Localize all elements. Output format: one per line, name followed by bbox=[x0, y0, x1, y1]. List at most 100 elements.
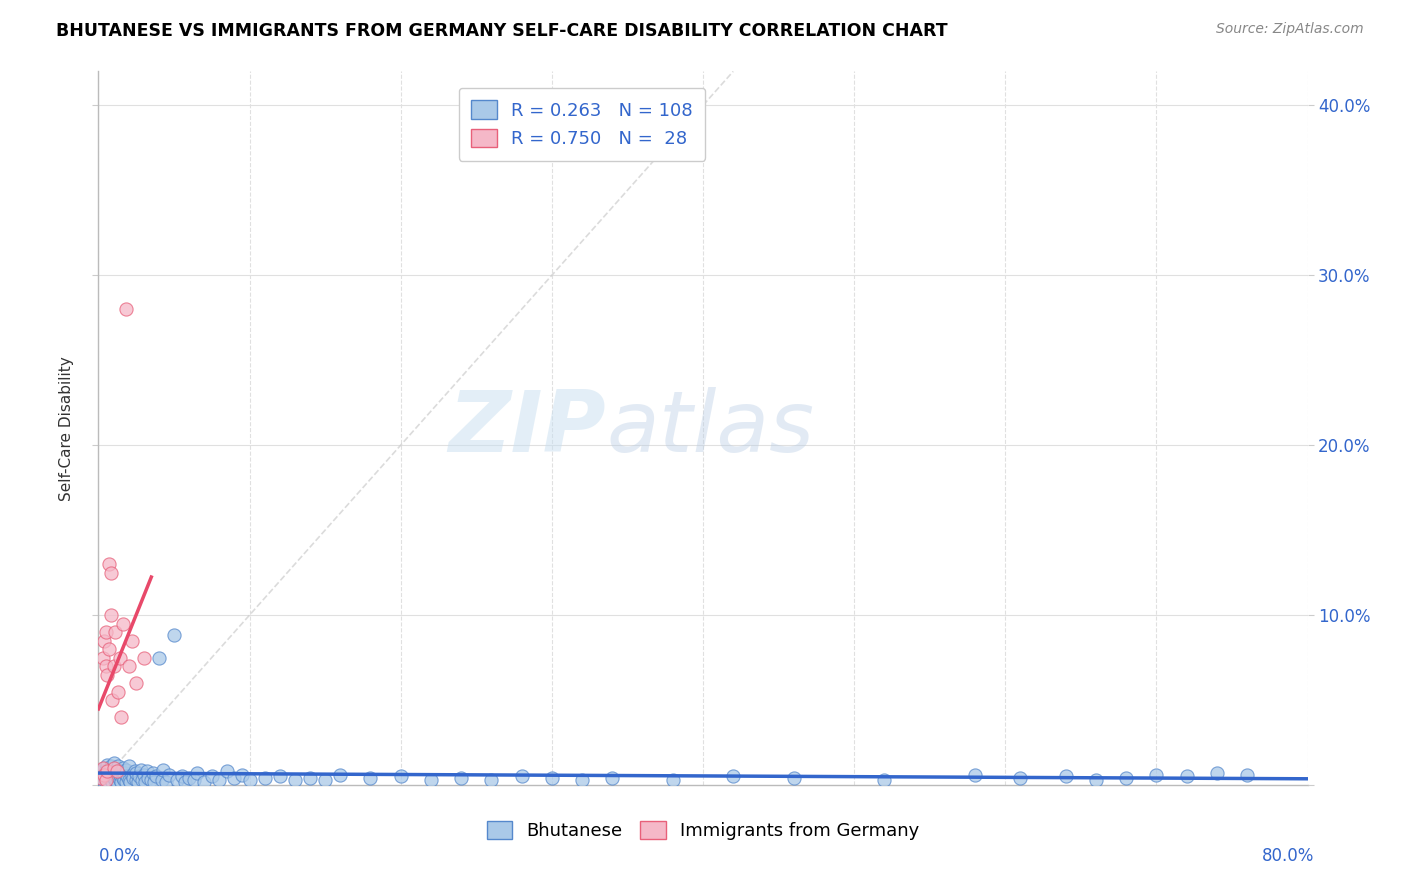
Point bbox=[142, 766, 165, 780]
Point bbox=[100, 759, 122, 773]
Point bbox=[159, 768, 181, 782]
Point bbox=[1175, 769, 1198, 783]
Point bbox=[239, 772, 262, 787]
Point bbox=[94, 766, 117, 780]
Point bbox=[135, 764, 157, 779]
Point bbox=[108, 650, 131, 665]
Point bbox=[1236, 768, 1258, 782]
Point bbox=[107, 684, 129, 698]
Point bbox=[114, 774, 136, 789]
Point bbox=[107, 763, 129, 777]
Point bbox=[105, 769, 128, 783]
Point bbox=[155, 774, 177, 789]
Point bbox=[96, 667, 118, 681]
Point bbox=[170, 769, 193, 783]
Point bbox=[124, 764, 146, 779]
Point bbox=[91, 772, 114, 787]
Point bbox=[450, 771, 472, 785]
Point bbox=[93, 761, 115, 775]
Point bbox=[107, 759, 129, 773]
Point bbox=[173, 774, 195, 789]
Point bbox=[104, 772, 127, 787]
Point bbox=[183, 772, 205, 787]
Point bbox=[103, 764, 125, 779]
Point bbox=[284, 772, 307, 787]
Point bbox=[141, 772, 163, 787]
Point bbox=[101, 693, 124, 707]
Point bbox=[90, 769, 112, 783]
Point bbox=[112, 772, 135, 787]
Point bbox=[208, 772, 231, 787]
Point bbox=[122, 771, 145, 785]
Point bbox=[152, 763, 174, 777]
Text: ZIP: ZIP bbox=[449, 386, 606, 470]
Point bbox=[148, 650, 170, 665]
Point bbox=[179, 771, 201, 785]
Point bbox=[90, 771, 112, 785]
Point bbox=[98, 557, 121, 571]
Point bbox=[224, 771, 246, 785]
Point bbox=[103, 761, 125, 775]
Point bbox=[96, 772, 118, 787]
Point bbox=[112, 766, 135, 780]
Point bbox=[420, 772, 443, 787]
Point bbox=[110, 774, 132, 789]
Point bbox=[101, 768, 124, 782]
Point bbox=[96, 757, 118, 772]
Point bbox=[1144, 768, 1167, 782]
Point bbox=[136, 771, 159, 785]
Point bbox=[91, 764, 114, 779]
Point bbox=[360, 771, 382, 785]
Point bbox=[873, 772, 896, 787]
Point bbox=[100, 566, 122, 580]
Point bbox=[94, 772, 117, 787]
Point bbox=[127, 774, 149, 789]
Point bbox=[118, 772, 141, 787]
Point bbox=[120, 774, 142, 789]
Text: atlas: atlas bbox=[606, 386, 814, 470]
Point bbox=[100, 608, 122, 623]
Point bbox=[125, 676, 148, 690]
Point bbox=[269, 769, 291, 783]
Point bbox=[111, 616, 134, 631]
Point bbox=[111, 771, 134, 785]
Point bbox=[110, 710, 132, 724]
Point bbox=[299, 771, 322, 785]
Point bbox=[125, 772, 148, 787]
Point bbox=[134, 774, 156, 789]
Point bbox=[91, 650, 114, 665]
Point bbox=[150, 772, 173, 787]
Point bbox=[96, 764, 118, 779]
Point bbox=[93, 768, 115, 782]
Point bbox=[571, 772, 593, 787]
Point bbox=[93, 774, 115, 789]
Point bbox=[121, 768, 143, 782]
Point bbox=[101, 774, 124, 789]
Point bbox=[132, 768, 155, 782]
Point bbox=[98, 642, 121, 657]
Point bbox=[329, 768, 352, 782]
Point bbox=[661, 772, 683, 787]
Point bbox=[131, 772, 153, 787]
Text: BHUTANESE VS IMMIGRANTS FROM GERMANY SELF-CARE DISABILITY CORRELATION CHART: BHUTANESE VS IMMIGRANTS FROM GERMANY SEL… bbox=[56, 22, 948, 40]
Point bbox=[510, 769, 533, 783]
Point bbox=[115, 769, 138, 783]
Point bbox=[111, 761, 134, 775]
Text: 0.0%: 0.0% bbox=[98, 847, 141, 865]
Point bbox=[108, 772, 131, 787]
Point bbox=[1115, 771, 1137, 785]
Point bbox=[163, 628, 186, 642]
Point bbox=[104, 625, 127, 640]
Point bbox=[103, 659, 125, 673]
Point bbox=[114, 763, 136, 777]
Point bbox=[103, 771, 125, 785]
Point bbox=[104, 766, 127, 780]
Point bbox=[93, 768, 115, 782]
Text: Source: ZipAtlas.com: Source: ZipAtlas.com bbox=[1216, 22, 1364, 37]
Point bbox=[314, 772, 336, 787]
Point bbox=[186, 766, 208, 780]
Point bbox=[121, 633, 143, 648]
Point bbox=[108, 768, 131, 782]
Point bbox=[166, 772, 188, 787]
Point bbox=[1085, 772, 1108, 787]
